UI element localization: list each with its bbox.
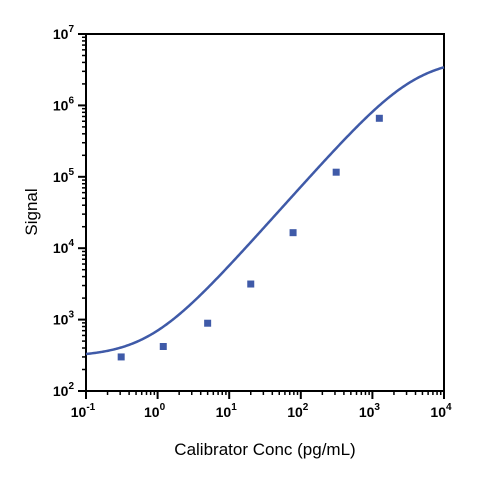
data-point	[375, 114, 383, 122]
data-point	[117, 353, 125, 361]
x-axis-title: Calibrator Conc (pg/mL)	[174, 440, 355, 459]
x-tick-label: 104	[430, 402, 452, 420]
y-tick-label: 103	[53, 310, 75, 328]
y-tick-label: 107	[53, 24, 75, 42]
y-tick-label: 102	[53, 381, 75, 399]
y-axis: 102 103 104 105 106 107	[53, 24, 86, 399]
x-tick-label: 10-1	[71, 402, 96, 420]
x-axis: 10-1 100 101 102 103 104	[71, 391, 452, 420]
x-tick-label: 102	[287, 402, 309, 420]
data-point	[159, 343, 167, 350]
x-tick-label: 103	[359, 402, 381, 420]
y-tick-label: 104	[53, 238, 75, 256]
x-tick-label: 100	[144, 402, 166, 420]
plot-frame	[85, 33, 445, 392]
x-tick-label: 101	[216, 402, 238, 420]
data-point	[289, 229, 297, 237]
data-point	[247, 280, 255, 288]
data-point	[332, 168, 340, 176]
fit-curve	[85, 66, 445, 356]
data-points	[117, 114, 383, 361]
y-tick-label: 105	[53, 167, 75, 185]
y-tick-label: 106	[53, 95, 75, 113]
data-point	[204, 319, 212, 327]
y-axis-title: Signal	[22, 188, 41, 235]
